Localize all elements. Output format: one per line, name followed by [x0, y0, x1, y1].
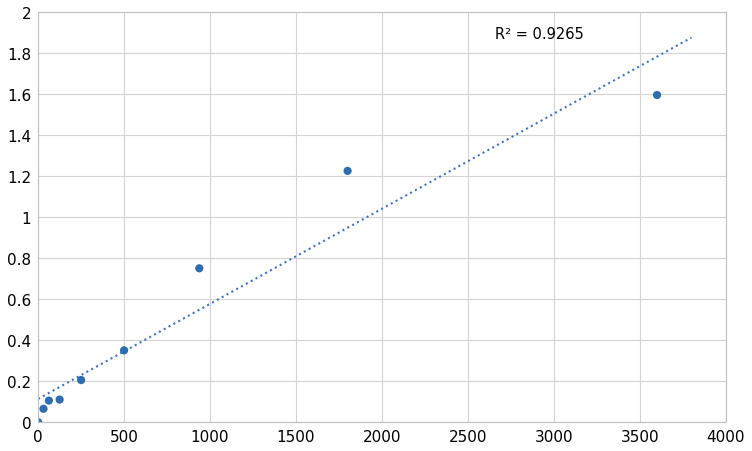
Point [38, 405, 50, 413]
Point [75, 377, 87, 384]
Point [43, 397, 55, 404]
Point [651, 92, 663, 99]
Point [193, 265, 205, 272]
Point [341, 168, 353, 175]
Point [53, 396, 65, 403]
Point [118, 347, 130, 354]
Text: R² = 0.9265: R² = 0.9265 [496, 27, 584, 41]
Point [32, 419, 44, 426]
